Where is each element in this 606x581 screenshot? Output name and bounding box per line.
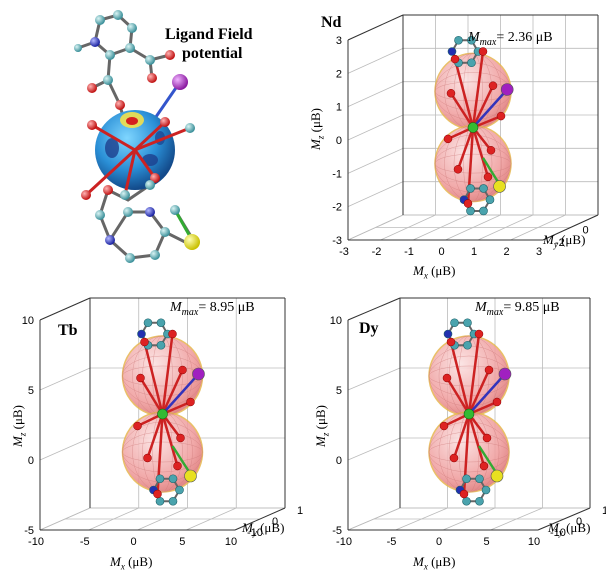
nd-z-tick: 2 xyxy=(336,68,342,80)
nd-x-tick: -2 xyxy=(372,246,382,258)
nd-x-tick: 3 xyxy=(536,246,542,258)
tb-y-tick: -10 xyxy=(247,527,263,539)
dy-y-tick: 0 xyxy=(576,516,582,528)
tb-z-tick: 10 xyxy=(22,315,34,327)
nd-z-tick: -2 xyxy=(332,202,342,214)
tb-molecule xyxy=(133,318,205,506)
nd-x-axis-label: Mx (μB) xyxy=(413,263,456,281)
nd-x-tick: 1 xyxy=(471,246,477,258)
dy-mmax-label: Mmax= 9.85 μB xyxy=(475,300,560,318)
tb-z-tick: 5 xyxy=(28,385,34,397)
nd-element-label: Nd xyxy=(321,14,342,31)
nd-x-tick: -1 xyxy=(404,246,414,258)
tb-element-label: Tb xyxy=(58,322,78,339)
nd-y-axis-label: My (μB) xyxy=(543,232,586,250)
ligand-molecule-graphic xyxy=(74,10,200,263)
dy-z-tick: 10 xyxy=(330,315,342,327)
tb-y-axis-label: My (μB) xyxy=(242,520,285,538)
nd-x-tick: 2 xyxy=(503,246,509,258)
dy-z-tick: 0 xyxy=(336,455,342,467)
dy-y-axis-label: My (μB) xyxy=(548,520,591,538)
dy-z-axis-label: Mz (μB) xyxy=(313,405,331,447)
dy-x-tick: -10 xyxy=(336,536,352,548)
ligand-field-panel: Ligand Field potential xyxy=(0,0,300,290)
nd-z-tick: 0 xyxy=(336,135,342,147)
nd-z-axis-label: Mz (μB) xyxy=(308,108,326,150)
dy-y-tick: 10 xyxy=(602,505,606,517)
dy-z-tick: 5 xyxy=(336,385,342,397)
nd-y-tick: 0 xyxy=(583,225,589,237)
nd-x-tick: -3 xyxy=(339,246,349,258)
dy-x-tick: 5 xyxy=(483,536,489,548)
nd-z-tick: 3 xyxy=(336,35,342,47)
nd-molecule xyxy=(443,35,514,216)
nd-z-tick: 1 xyxy=(336,102,342,114)
nd-z-tick: -1 xyxy=(332,168,342,180)
nd-z-tick: -3 xyxy=(332,235,342,247)
dy-x-tick: 0 xyxy=(436,536,442,548)
dy-element-label: Dy xyxy=(359,320,379,337)
tb-mmax-label: Mmax= 8.95 μB xyxy=(170,300,255,318)
tb-x-tick: 0 xyxy=(130,536,136,548)
dy-molecule xyxy=(439,318,512,506)
tb-x-tick: 5 xyxy=(179,536,185,548)
tb-x-tick: 10 xyxy=(225,536,237,548)
dy-x-tick: -5 xyxy=(387,536,397,548)
dy-x-tick: 10 xyxy=(528,536,540,548)
nd-mmax-label: Mmax= 2.36 μB xyxy=(468,30,553,48)
tb-x-tick: -10 xyxy=(28,536,44,548)
nd-y-tick: -2 xyxy=(555,237,565,249)
dy-y-tick: -10 xyxy=(550,527,566,539)
dy-z-tick: -5 xyxy=(332,525,342,537)
tb-z-tick: -5 xyxy=(24,525,34,537)
tb-z-axis-label: Mz (μB) xyxy=(10,405,28,447)
dy-x-axis-label: Mx (μB) xyxy=(413,554,456,572)
ligand-title-line1: Ligand Field xyxy=(165,26,253,43)
tb-x-axis-label: Mx (μB) xyxy=(110,554,153,572)
nd-x-tick: 0 xyxy=(438,246,444,258)
tb-x-tick: -5 xyxy=(80,536,90,548)
tb-y-tick: 10 xyxy=(297,505,303,517)
tb-y-tick: 0 xyxy=(272,516,278,528)
tb-z-tick: 0 xyxy=(28,455,34,467)
ligand-title-line2: potential xyxy=(182,45,243,62)
